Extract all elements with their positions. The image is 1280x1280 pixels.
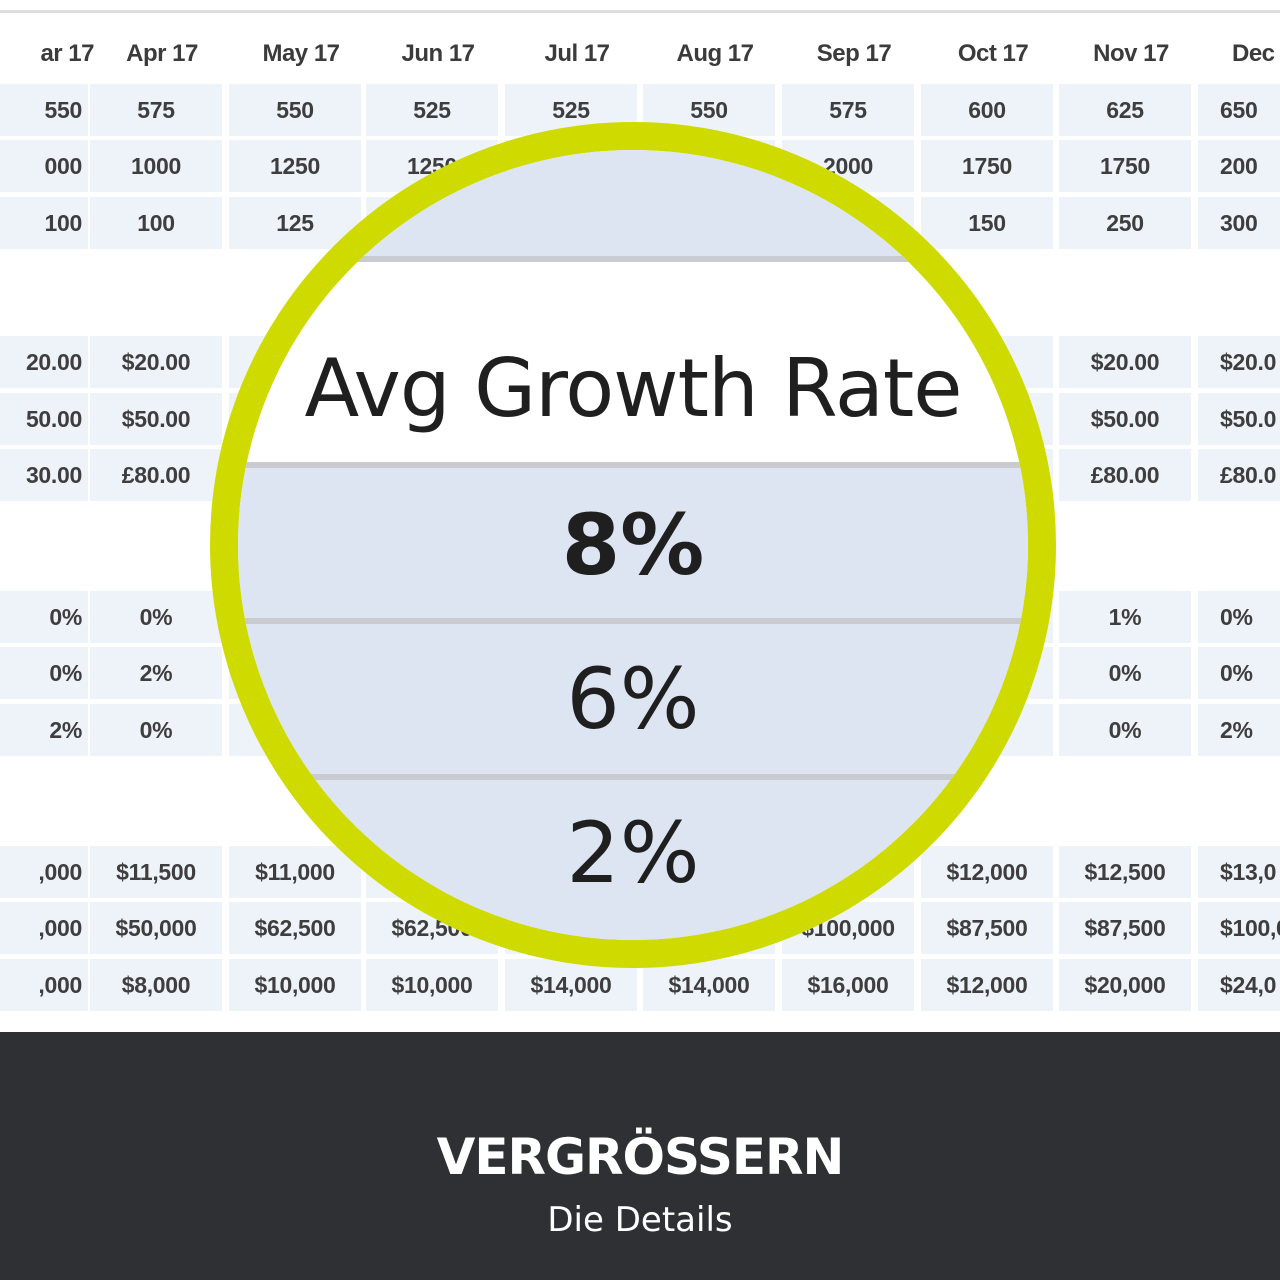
table-cell: $11,500 <box>90 846 222 898</box>
table-cell: 0% <box>90 704 222 756</box>
table-cell: 575 <box>90 84 222 136</box>
table-cell: 100 <box>0 197 88 249</box>
promo-banner: VERGRÖSSERN Die Details <box>0 1032 1280 1280</box>
table-cell: $50.00 <box>1059 393 1191 445</box>
table-cell: $20,000 <box>1059 959 1191 1011</box>
table-cell: 100 <box>90 197 222 249</box>
lens-band-3 <box>238 780 1028 940</box>
lens-divider <box>238 618 1028 624</box>
table-cell: 0% <box>1198 647 1280 699</box>
banner-title: VERGRÖSSERN <box>436 1128 845 1186</box>
table-cell: 2% <box>0 704 88 756</box>
table-cell: 1750 <box>1059 140 1191 192</box>
table-cell: 000 <box>0 140 88 192</box>
magnifier-lens: Avg Growth Rate 8% 6% 2% <box>238 150 1028 940</box>
table-cell: 0% <box>1198 591 1280 643</box>
table-cell: 30.00 <box>0 449 88 501</box>
table-cell: 0% <box>1059 647 1191 699</box>
month-header: Dec 1 <box>1232 40 1280 67</box>
table-cell: $14,000 <box>643 959 775 1011</box>
month-header: Aug 17 <box>676 40 754 67</box>
table-cell: $16,000 <box>782 959 914 1011</box>
lens-band-1 <box>238 468 1028 618</box>
magnifier-ring: Avg Growth Rate 8% 6% 2% <box>210 122 1056 968</box>
growth-rate-value-3: 2% <box>566 804 700 902</box>
table-cell: 0% <box>90 591 222 643</box>
table-cell: £80.0 <box>1198 449 1280 501</box>
table-cell: 0% <box>1059 704 1191 756</box>
table-cell: 575 <box>782 84 914 136</box>
table-cell: £80.00 <box>1059 449 1191 501</box>
table-cell: ,000 <box>0 959 88 1011</box>
table-cell: 550 <box>229 84 361 136</box>
table-cell: $100,0 <box>1198 902 1280 954</box>
table-cell: $20.00 <box>90 336 222 388</box>
avg-growth-rate-heading: Avg Growth Rate <box>304 342 962 435</box>
table-cell: 2% <box>1198 704 1280 756</box>
table-cell: ,000 <box>0 902 88 954</box>
table-cell: £80.00 <box>90 449 222 501</box>
lens-top-band <box>238 150 1028 258</box>
table-cell: 20.00 <box>0 336 88 388</box>
table-cell: $50,000 <box>90 902 222 954</box>
table-cell: 625 <box>1059 84 1191 136</box>
table-cell: 0% <box>0 647 88 699</box>
table-cell: $10,000 <box>229 959 361 1011</box>
month-header: Sep 17 <box>816 40 892 67</box>
month-header: Nov 17 <box>1093 40 1169 67</box>
table-cell: $87,500 <box>1059 902 1191 954</box>
table-cell: 250 <box>1059 197 1191 249</box>
month-header: Jun 17 <box>401 40 475 67</box>
month-header: Oct 17 <box>957 40 1029 67</box>
growth-rate-value-2: 6% <box>566 650 700 748</box>
table-cell: 1% <box>1059 591 1191 643</box>
growth-rate-value-1: 8% <box>561 496 705 594</box>
table-cell: $12,500 <box>1059 846 1191 898</box>
table-cell: 550 <box>0 84 88 136</box>
table-cell: $20.00 <box>1059 336 1191 388</box>
table-cell: 50.00 <box>0 393 88 445</box>
table-cell: $8,000 <box>90 959 222 1011</box>
banner-subtitle: Die Details <box>547 1200 733 1240</box>
table-cell: $50.0 <box>1198 393 1280 445</box>
table-cell: ,000 <box>0 846 88 898</box>
table-cell: 300 <box>1198 197 1280 249</box>
table-cell: $10,000 <box>366 959 498 1011</box>
month-header: May 17 <box>262 40 340 67</box>
table-cell: 1000 <box>90 140 222 192</box>
table-cell: $20.0 <box>1198 336 1280 388</box>
table-cell: $12,000 <box>921 959 1053 1011</box>
table-cell: $50.00 <box>90 393 222 445</box>
month-header: Jul 17 <box>544 40 610 67</box>
month-header: Apr 17 <box>126 40 198 67</box>
lens-divider <box>238 774 1028 780</box>
table-cell: 0% <box>0 591 88 643</box>
lens-divider <box>238 462 1028 468</box>
table-top-border <box>0 10 1280 13</box>
lens-divider <box>238 256 1028 262</box>
lens-band-2 <box>238 624 1028 774</box>
table-cell: 2% <box>90 647 222 699</box>
table-cell: 600 <box>921 84 1053 136</box>
table-cell: $24,0 <box>1198 959 1280 1011</box>
table-cell: 525 <box>366 84 498 136</box>
month-header: ar 17 <box>40 40 94 67</box>
table-cell: 650 <box>1198 84 1280 136</box>
table-cell: $13,0 <box>1198 846 1280 898</box>
table-cell: 200 <box>1198 140 1280 192</box>
